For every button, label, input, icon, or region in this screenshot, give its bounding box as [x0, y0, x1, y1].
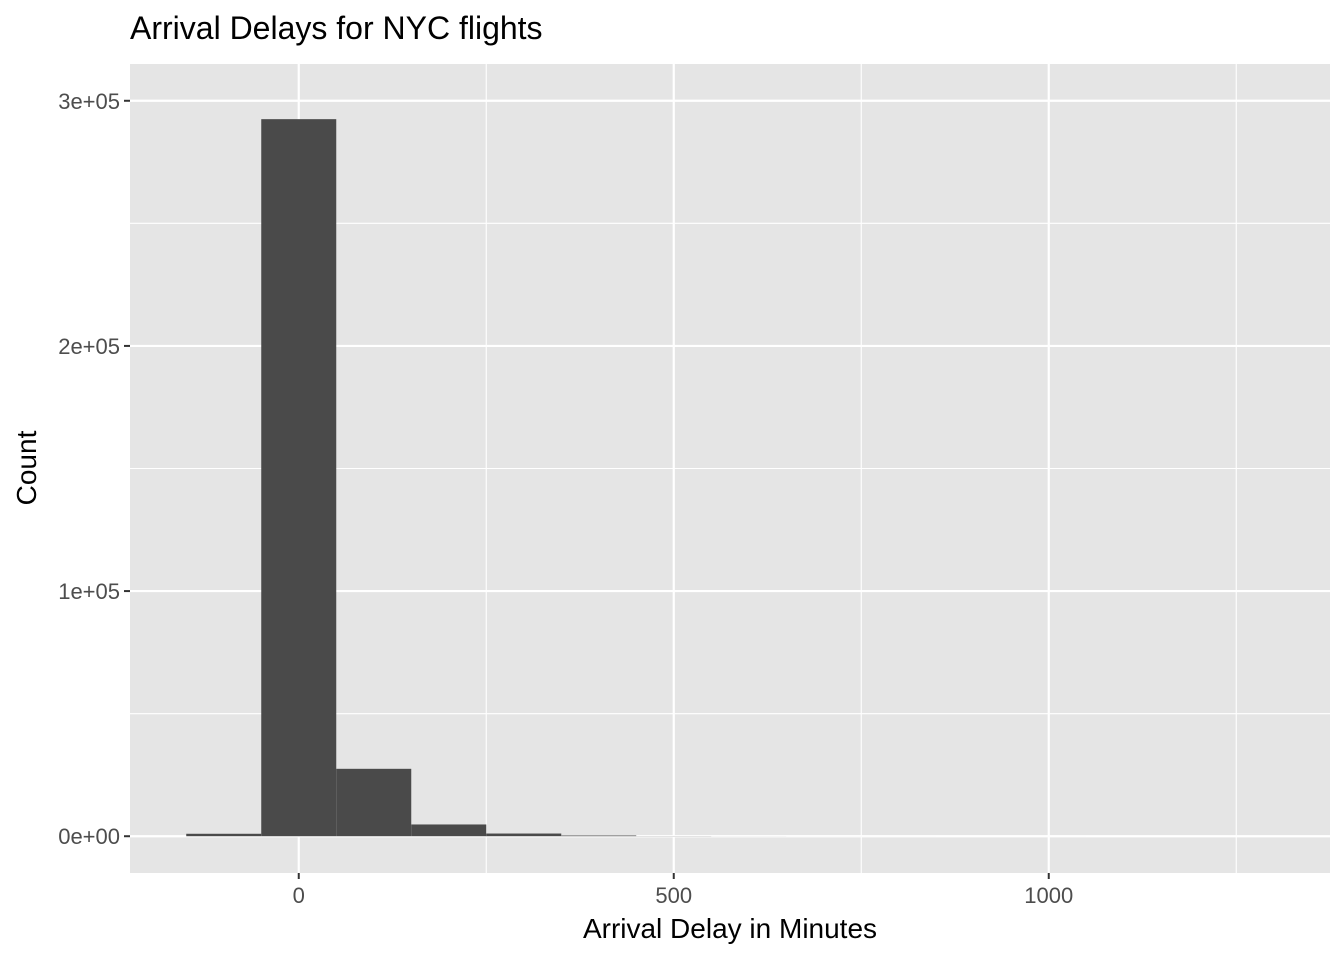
y-axis-title: Count: [11, 430, 42, 505]
x-tick-label: 500: [655, 883, 692, 908]
histogram-bar: [411, 824, 487, 837]
x-axis-title: Arrival Delay in Minutes: [583, 913, 877, 944]
histogram-bars: [186, 119, 1312, 837]
y-tick-label: 3e+05: [58, 89, 120, 114]
histogram-bar: [261, 119, 337, 837]
histogram-bar: [561, 835, 637, 837]
histogram-bar: [336, 768, 412, 837]
y-tick-label: 2e+05: [58, 334, 120, 359]
histogram-bar: [186, 833, 262, 837]
y-axis: 0e+00 1e+05 2e+05 3e+05: [58, 89, 130, 849]
y-tick-label: 0e+00: [58, 824, 120, 849]
chart-title: Arrival Delays for NYC flights: [130, 10, 543, 46]
x-tick-label: 0: [293, 883, 305, 908]
x-tick-label: 1000: [1024, 883, 1073, 908]
y-tick-label: 1e+05: [58, 579, 120, 604]
x-axis: 0 500 1000: [293, 873, 1073, 908]
histogram-bar: [486, 833, 562, 837]
